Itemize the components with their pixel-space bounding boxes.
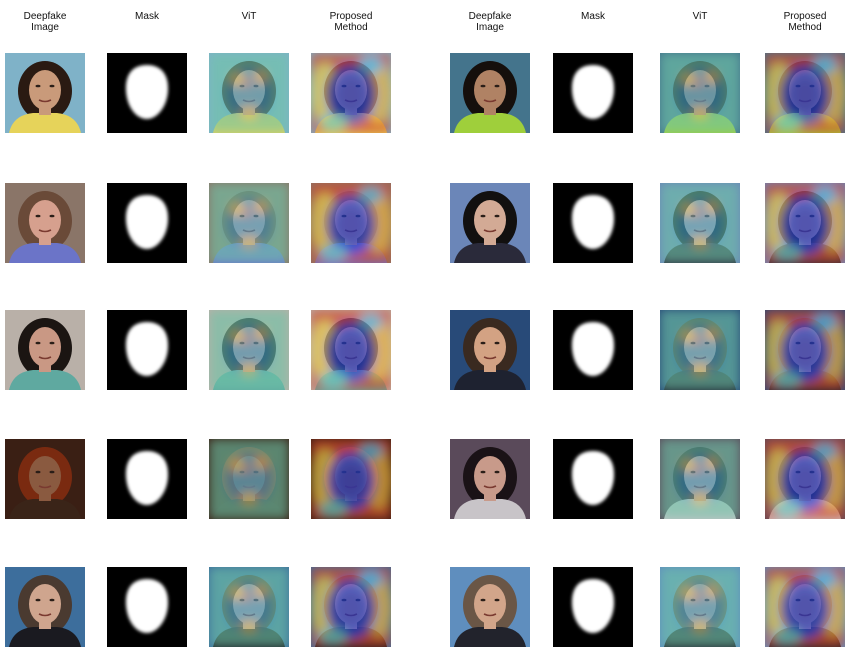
proposed-heatmap-tile xyxy=(765,567,845,647)
column-header-line: ViT xyxy=(241,11,257,22)
deepfake-image-tile xyxy=(450,53,530,133)
vit-heatmap-tile xyxy=(660,310,740,390)
mask-tile xyxy=(107,439,187,519)
proposed-heatmap-tile xyxy=(311,310,391,390)
proposed-heatmap-tile xyxy=(765,183,845,263)
column-header: ViT xyxy=(199,11,299,22)
column-header: Proposed Method xyxy=(301,11,401,33)
deepfake-image-tile xyxy=(450,439,530,519)
proposed-heatmap-tile xyxy=(765,439,845,519)
vit-heatmap-tile xyxy=(660,439,740,519)
column-header-line: Image xyxy=(31,22,59,33)
column-header: ViT xyxy=(650,11,750,22)
vit-heatmap-tile xyxy=(660,183,740,263)
column-header: Deepfake Image xyxy=(0,11,95,33)
mask-tile xyxy=(553,53,633,133)
column-header-line: Mask xyxy=(135,11,159,22)
proposed-heatmap-tile xyxy=(311,53,391,133)
vit-heatmap-tile xyxy=(660,567,740,647)
column-header: Mask xyxy=(97,11,197,22)
mask-tile xyxy=(107,310,187,390)
deepfake-image-tile xyxy=(5,567,85,647)
mask-tile xyxy=(553,567,633,647)
column-header-line: Mask xyxy=(581,11,605,22)
deepfake-image-tile xyxy=(450,567,530,647)
deepfake-image-tile xyxy=(5,53,85,133)
column-header-line: Deepfake xyxy=(468,11,512,22)
column-header-line: Deepfake xyxy=(23,11,67,22)
proposed-heatmap-tile xyxy=(311,439,391,519)
mask-tile xyxy=(553,439,633,519)
column-header-line: Proposed xyxy=(783,11,827,22)
column-header-line: Proposed xyxy=(329,11,373,22)
proposed-heatmap-tile xyxy=(311,183,391,263)
deepfake-image-tile xyxy=(450,183,530,263)
mask-tile xyxy=(553,310,633,390)
column-header-line: ViT xyxy=(692,11,708,22)
proposed-heatmap-tile xyxy=(311,567,391,647)
proposed-heatmap-tile xyxy=(765,310,845,390)
vit-heatmap-tile xyxy=(209,567,289,647)
proposed-heatmap-tile xyxy=(765,53,845,133)
mask-tile xyxy=(107,183,187,263)
column-header: Mask xyxy=(543,11,643,22)
mask-tile xyxy=(553,183,633,263)
mask-tile xyxy=(107,53,187,133)
vit-heatmap-tile xyxy=(209,53,289,133)
mask-tile xyxy=(107,567,187,647)
deepfake-image-tile xyxy=(5,310,85,390)
column-header-line: Method xyxy=(334,22,368,33)
column-header: Proposed Method xyxy=(755,11,848,33)
column-header-line: Image xyxy=(476,22,504,33)
deepfake-image-tile xyxy=(5,439,85,519)
column-header: Deepfake Image xyxy=(440,11,540,33)
vit-heatmap-tile xyxy=(209,439,289,519)
vit-heatmap-tile xyxy=(209,310,289,390)
vit-heatmap-tile xyxy=(209,183,289,263)
deepfake-image-tile xyxy=(5,183,85,263)
deepfake-image-tile xyxy=(450,310,530,390)
vit-heatmap-tile xyxy=(660,53,740,133)
column-header-line: Method xyxy=(788,22,822,33)
